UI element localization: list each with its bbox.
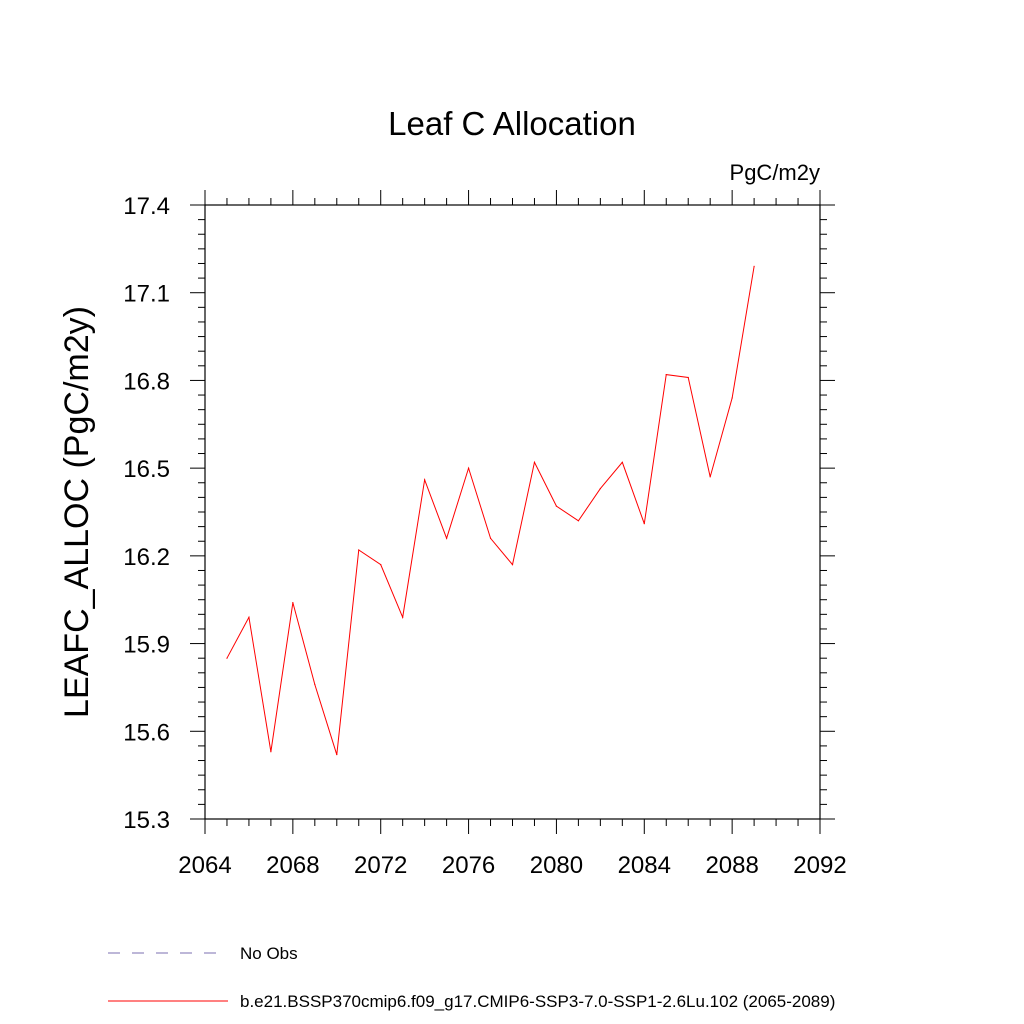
y-tick-label: 17.1 (123, 281, 170, 308)
data-point (731, 397, 733, 399)
data-point (577, 520, 579, 522)
data-point (380, 564, 382, 566)
x-tick-label: 2064 (178, 852, 231, 879)
data-point (665, 373, 667, 376)
x-tick-label: 2072 (354, 852, 407, 879)
data-point (314, 683, 316, 686)
legend: No Obs b.e21.BSSP370cmip6.f09_g17.CMIP6-… (108, 944, 835, 1011)
data-point (467, 467, 470, 469)
data-point (226, 657, 228, 659)
x-tick-label: 2088 (705, 852, 758, 879)
data-point (555, 505, 558, 507)
units-label: PgC/m2y (730, 160, 820, 185)
y-tick-label: 15.3 (123, 807, 170, 834)
y-tick-label: 16.8 (123, 368, 170, 395)
data-point (248, 616, 250, 618)
y-tick-label: 16.2 (123, 544, 170, 571)
legend-label-no-obs: No Obs (240, 944, 298, 963)
y-tick-label: 17.4 (123, 193, 170, 220)
data-point (424, 479, 426, 481)
data-point (336, 754, 338, 756)
data-point (270, 751, 272, 753)
data-point (489, 537, 492, 539)
plot-frame (204, 204, 821, 820)
data-point (621, 461, 623, 463)
chart-title: Leaf C Allocation (388, 105, 636, 142)
x-tick-label: 2076 (442, 852, 495, 879)
data-point (511, 564, 514, 566)
data-point (358, 549, 360, 551)
x-tick-label: 2080 (530, 852, 583, 879)
x-tick-label: 2068 (266, 852, 319, 879)
data-point (709, 476, 711, 478)
series-layer (226, 265, 755, 756)
y-tick-labels: 15.3 15.6 15.9 16.2 16.5 16.8 17.1 17.4 (123, 193, 170, 834)
data-point (753, 265, 755, 267)
data-point (599, 488, 601, 490)
y-axis-label: LEAFC_ALLOC (PgC/m2y) (58, 306, 96, 718)
y-tick-label: 15.6 (123, 719, 170, 746)
data-point (446, 537, 448, 539)
data-point (687, 376, 689, 379)
axis-ticks (190, 190, 835, 834)
y-tick-label: 16.5 (123, 456, 170, 483)
data-point (292, 602, 294, 604)
x-tick-labels: 2064 2068 2072 2076 2080 2084 2088 2092 (178, 852, 846, 879)
data-point (643, 523, 645, 525)
series-line (226, 266, 755, 755)
x-tick-label: 2092 (793, 852, 846, 879)
y-tick-label: 15.9 (123, 632, 170, 659)
x-tick-label: 2084 (618, 852, 671, 879)
legend-label-series: b.e21.BSSP370cmip6.f09_g17.CMIP6-SSP3-7.… (240, 992, 835, 1011)
data-point (402, 616, 404, 618)
data-point (533, 461, 536, 463)
